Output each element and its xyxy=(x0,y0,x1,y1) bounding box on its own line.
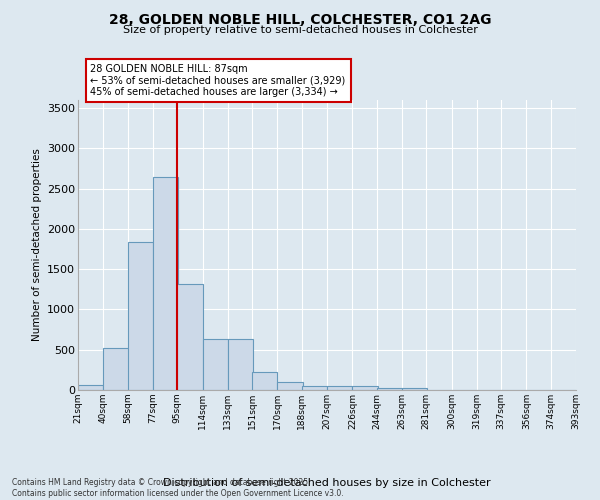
Bar xyxy=(78,385,103,390)
Text: Size of property relative to semi-detached houses in Colchester: Size of property relative to semi-detach… xyxy=(122,25,478,35)
X-axis label: Distribution of semi-detached houses by size in Colchester: Distribution of semi-detached houses by … xyxy=(163,478,491,488)
Bar xyxy=(128,242,153,390)
Bar xyxy=(252,372,277,390)
Bar xyxy=(302,386,327,390)
Text: 28 GOLDEN NOBLE HILL: 87sqm
← 53% of semi-detached houses are smaller (3,929)
45: 28 GOLDEN NOBLE HILL: 87sqm ← 53% of sem… xyxy=(91,64,346,97)
Bar xyxy=(327,386,352,390)
Bar xyxy=(377,388,402,390)
Bar xyxy=(352,386,378,390)
Bar xyxy=(402,388,427,390)
Y-axis label: Number of semi-detached properties: Number of semi-detached properties xyxy=(32,148,41,342)
Bar xyxy=(103,348,129,390)
Text: 28, GOLDEN NOBLE HILL, COLCHESTER, CO1 2AG: 28, GOLDEN NOBLE HILL, COLCHESTER, CO1 2… xyxy=(109,12,491,26)
Bar xyxy=(228,339,253,390)
Bar xyxy=(177,284,203,390)
Bar xyxy=(153,176,178,390)
Text: Contains HM Land Registry data © Crown copyright and database right 2025.
Contai: Contains HM Land Registry data © Crown c… xyxy=(12,478,344,498)
Bar xyxy=(277,382,303,390)
Bar xyxy=(203,339,228,390)
